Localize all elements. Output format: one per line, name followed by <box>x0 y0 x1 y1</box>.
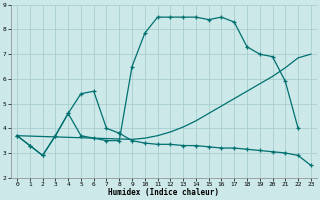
X-axis label: Humidex (Indice chaleur): Humidex (Indice chaleur) <box>108 188 220 197</box>
